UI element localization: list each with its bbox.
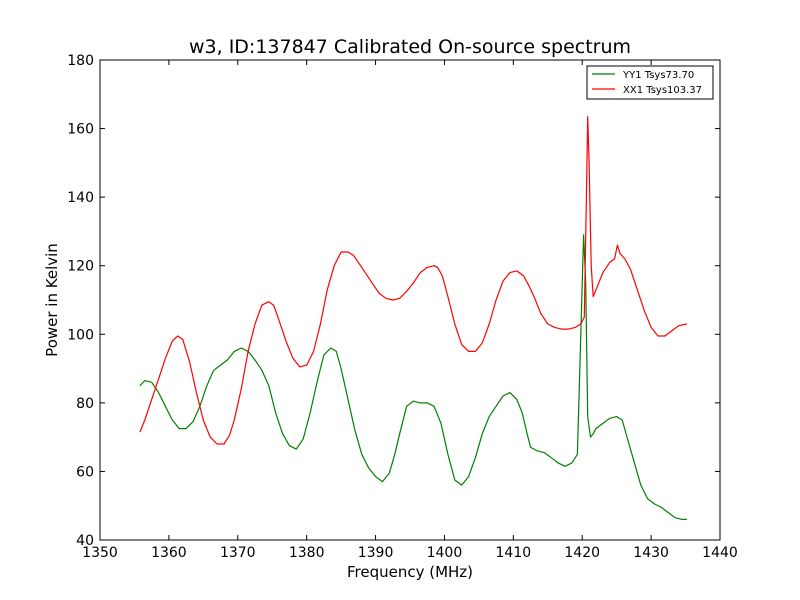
x-tick-label: 1350 [82, 545, 118, 561]
x-tick-label: 1360 [151, 545, 187, 561]
y-tick-label: 40 [76, 533, 94, 549]
y-tick-label: 80 [76, 396, 94, 412]
series-line [139, 115, 688, 445]
x-tick-label: 1370 [220, 545, 256, 561]
chart-title: w3, ID:137847 Calibrated On-source spect… [189, 36, 631, 58]
y-tick-label: 120 [67, 259, 94, 275]
x-tick-label: 1380 [289, 545, 325, 561]
axis-ticks: 1350 1360 1370 1380 1390 1400 1410 1420 1430 1440… [67, 53, 738, 561]
legend-entry-label: YY1 Tsys73.70 [622, 70, 694, 81]
x-tick-label: 1390 [358, 545, 394, 561]
y-tick-label: 60 [76, 464, 94, 480]
x-tick-label: 1420 [564, 545, 600, 561]
legend: YY1 Tsys73.70 XX1 Tsys103.37 [586, 65, 714, 100]
y-axis-label: Power in Kelvin [43, 243, 61, 357]
x-tick-label: 1430 [633, 545, 669, 561]
x-tick-label: 1440 [702, 545, 738, 561]
plot-area-frame [99, 59, 721, 541]
legend-entry-label: XX1 Tsys103.37 [623, 85, 702, 96]
x-tick-label: 1410 [496, 545, 532, 561]
x-axis-label: Frequency (MHz) [347, 563, 473, 581]
x-tick-label: 1400 [427, 545, 463, 561]
y-tick-label: 140 [67, 190, 94, 206]
y-tick-label: 160 [67, 122, 94, 138]
y-tick-label: 100 [67, 327, 94, 343]
series-line [139, 234, 687, 521]
y-tick-label: 180 [67, 53, 94, 69]
legend-box [586, 65, 714, 100]
series-lines [139, 115, 688, 521]
